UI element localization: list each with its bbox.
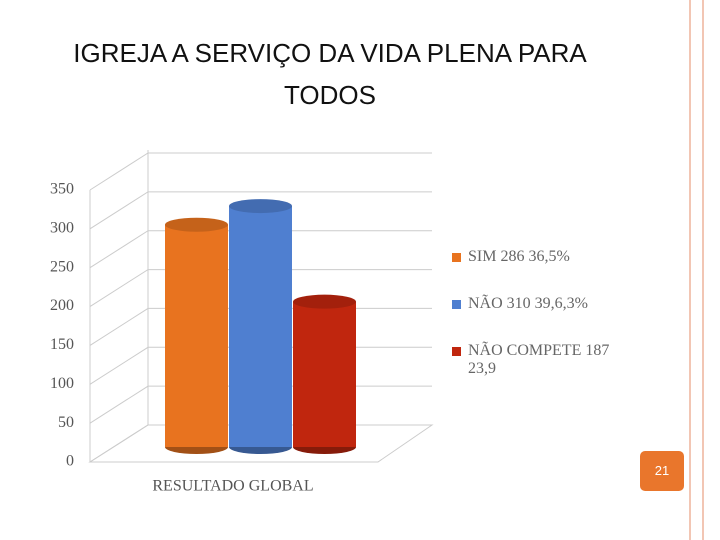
grid-line: [89, 230, 432, 269]
legend-swatch: [452, 253, 461, 262]
bar-body: [165, 224, 228, 447]
y-tick-label: 150: [50, 336, 74, 353]
legend-item: SIM 286 36,5%: [452, 248, 622, 266]
bar-body: [293, 301, 356, 447]
y-tick-label: 100: [50, 375, 74, 392]
bar: [229, 199, 292, 454]
legend-item: NÃO COMPETE 187 23,9: [452, 342, 622, 378]
page-number: 21: [640, 451, 684, 491]
legend: SIM 286 36,5% NÃO 310 39,6,3% NÃO COMPETE …: [452, 248, 622, 407]
y-tick-label: 250: [50, 258, 74, 275]
bar-top: [165, 217, 228, 232]
bar-top: [229, 199, 292, 214]
bar: [165, 217, 228, 454]
bar: [293, 294, 356, 454]
y-tick-label: 0: [66, 453, 74, 470]
grid-line: [89, 269, 432, 307]
y-tick-label: 350: [50, 181, 74, 198]
y-tick-label: 300: [50, 220, 74, 237]
legend-item: NÃO 310 39,6,3%: [452, 295, 622, 313]
y-tick-label: 200: [50, 297, 74, 314]
y-tick-label: 50: [58, 414, 74, 431]
slide-title: IGREJA A SERVIÇO DA VIDA PLENA PARA TODO…: [73, 38, 587, 110]
legend-label: NÃO 310 39,6,3%: [468, 295, 588, 312]
x-tick-label: RESULTADO GLOBAL: [152, 478, 313, 495]
legend-label: SIM 286 36,5%: [468, 248, 570, 265]
grid-line: [89, 191, 432, 230]
legend-label: NÃO COMPETE 187 23,9: [468, 342, 610, 377]
legend-swatch: [452, 347, 461, 356]
legend-swatch: [452, 300, 461, 309]
grid-line: [89, 152, 432, 191]
bar-top: [293, 294, 356, 309]
bar-body: [229, 206, 292, 447]
